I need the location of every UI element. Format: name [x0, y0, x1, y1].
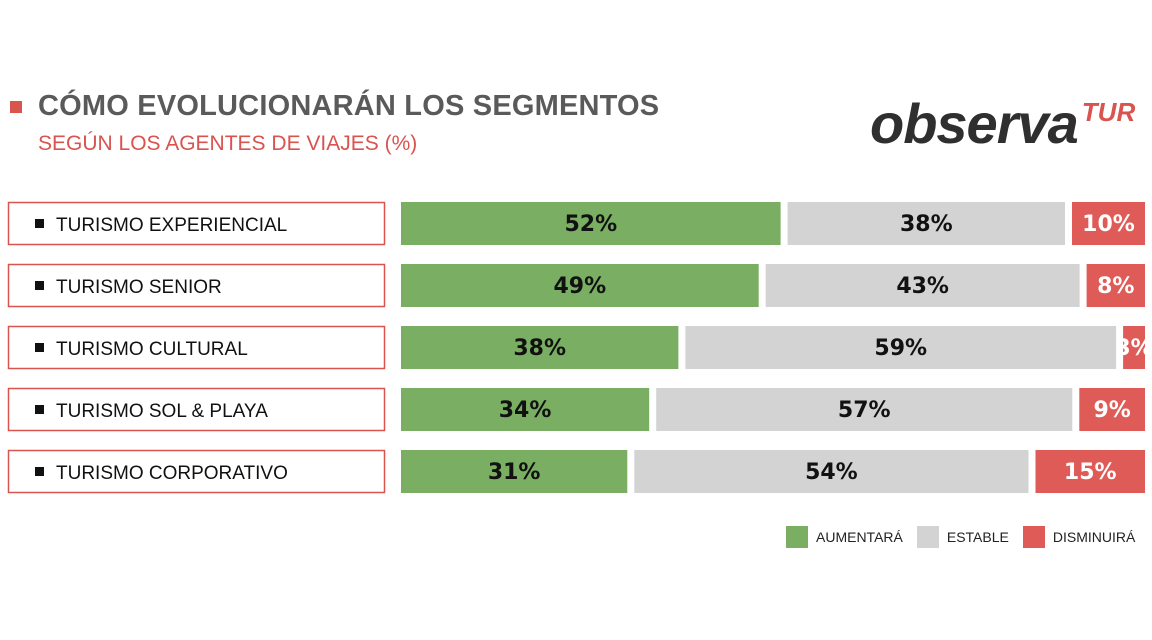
bar-label-disminuira-turismo-experiencial: 10% — [1082, 212, 1135, 237]
bar-aumentara-turismo-sol-and-playa — [401, 388, 650, 431]
category-label-turismo-sol-and-playa: TURISMO SOL & PLAYA — [56, 401, 268, 422]
bar-estable-turismo-cultural — [685, 326, 1117, 369]
logo-suffix-text: TUR — [1081, 97, 1136, 127]
bar-aumentara-turismo-experiencial — [401, 202, 781, 245]
category-label-box-turismo-experiencial — [7, 201, 386, 246]
category-label-turismo-senior: TURISMO SENIOR — [56, 277, 222, 298]
category-label-turismo-experiencial: TURISMO EXPERIENCIAL — [56, 215, 287, 236]
title-marker — [10, 101, 22, 113]
logo-main-text: observa — [870, 92, 1079, 155]
category-label-box-turismo-cultural — [7, 325, 386, 370]
category-bullet-turismo-cultural — [35, 343, 44, 352]
legend-swatch-disminuira — [1022, 526, 1045, 548]
legend-item-estable: ESTABLE — [916, 526, 1009, 548]
legend: AUMENTARÁ ESTABLE DISMINUIRÁ — [786, 526, 1135, 548]
legend-item-disminuira: DISMINUIRÁ — [1022, 526, 1136, 548]
legend-label-aumentara: AUMENTARÁ — [816, 529, 903, 545]
bar-label-estable-turismo-senior: 43% — [896, 274, 949, 299]
bar-aumentara-turismo-senior — [401, 264, 759, 307]
legend-item-aumentara: AUMENTARÁ — [786, 526, 903, 548]
bar-label-disminuira-turismo-sol-and-playa: 9% — [1093, 398, 1130, 423]
bar-disminuira-turismo-senior — [1086, 264, 1145, 307]
category-label-box-turismo-sol-and-playa — [7, 387, 386, 432]
bar-label-disminuira-turismo-corporativo: 15% — [1064, 460, 1117, 485]
bar-label-estable-turismo-cultural: 59% — [874, 336, 927, 361]
bar-aumentara-turismo-corporativo — [401, 450, 628, 493]
bar-label-estable-turismo-corporativo: 54% — [805, 460, 858, 485]
bar-disminuira-turismo-cultural — [1123, 326, 1145, 369]
legend-swatch-estable — [916, 526, 939, 548]
bar-label-estable-turismo-experiencial: 38% — [900, 212, 953, 237]
bar-estable-turismo-sol-and-playa — [656, 388, 1073, 431]
chart-title: CÓMO EVOLUCIONARÁN LOS SEGMENTOS — [38, 90, 660, 122]
bar-estable-turismo-senior — [765, 264, 1080, 307]
bar-label-aumentara-turismo-cultural: 38% — [513, 336, 566, 361]
bar-estable-turismo-experiencial — [787, 202, 1065, 245]
bar-disminuira-turismo-corporativo — [1035, 450, 1145, 493]
bar-label-estable-turismo-sol-and-playa: 57% — [838, 398, 891, 423]
category-bullet-turismo-senior — [35, 281, 44, 290]
bar-estable-turismo-corporativo — [634, 450, 1029, 493]
bar-label-aumentara-turismo-corporativo: 31% — [488, 460, 541, 485]
category-label-box-turismo-corporativo — [7, 449, 386, 494]
category-bullet-turismo-experiencial — [35, 219, 44, 228]
bar-label-aumentara-turismo-experiencial: 52% — [564, 212, 617, 237]
legend-swatch-aumentara — [786, 526, 808, 548]
bar-aumentara-turismo-cultural — [401, 326, 679, 369]
category-bullet-turismo-sol-and-playa — [35, 405, 44, 414]
observatur-logo: observa TUR — [870, 96, 1135, 152]
category-label-box-turismo-senior — [7, 263, 386, 308]
legend-label-estable: ESTABLE — [946, 529, 1009, 545]
category-bullet-turismo-corporativo — [35, 467, 44, 476]
category-label-turismo-corporativo: TURISMO CORPORATIVO — [56, 463, 288, 484]
bar-disminuira-turismo-sol-and-playa — [1079, 388, 1145, 431]
bar-label-disminuira-turismo-cultural: 3% — [1115, 336, 1152, 361]
bar-label-aumentara-turismo-sol-and-playa: 34% — [499, 398, 552, 423]
bar-label-disminuira-turismo-senior: 8% — [1097, 274, 1134, 299]
chart-subtitle: SEGÚN LOS AGENTES DE VIAJES (%) — [38, 132, 418, 155]
category-label-turismo-cultural: TURISMO CULTURAL — [56, 339, 248, 360]
legend-label-disminuira: DISMINUIRÁ — [1052, 529, 1136, 545]
bar-label-aumentara-turismo-senior: 49% — [554, 274, 607, 299]
bar-disminuira-turismo-experiencial — [1072, 202, 1145, 245]
